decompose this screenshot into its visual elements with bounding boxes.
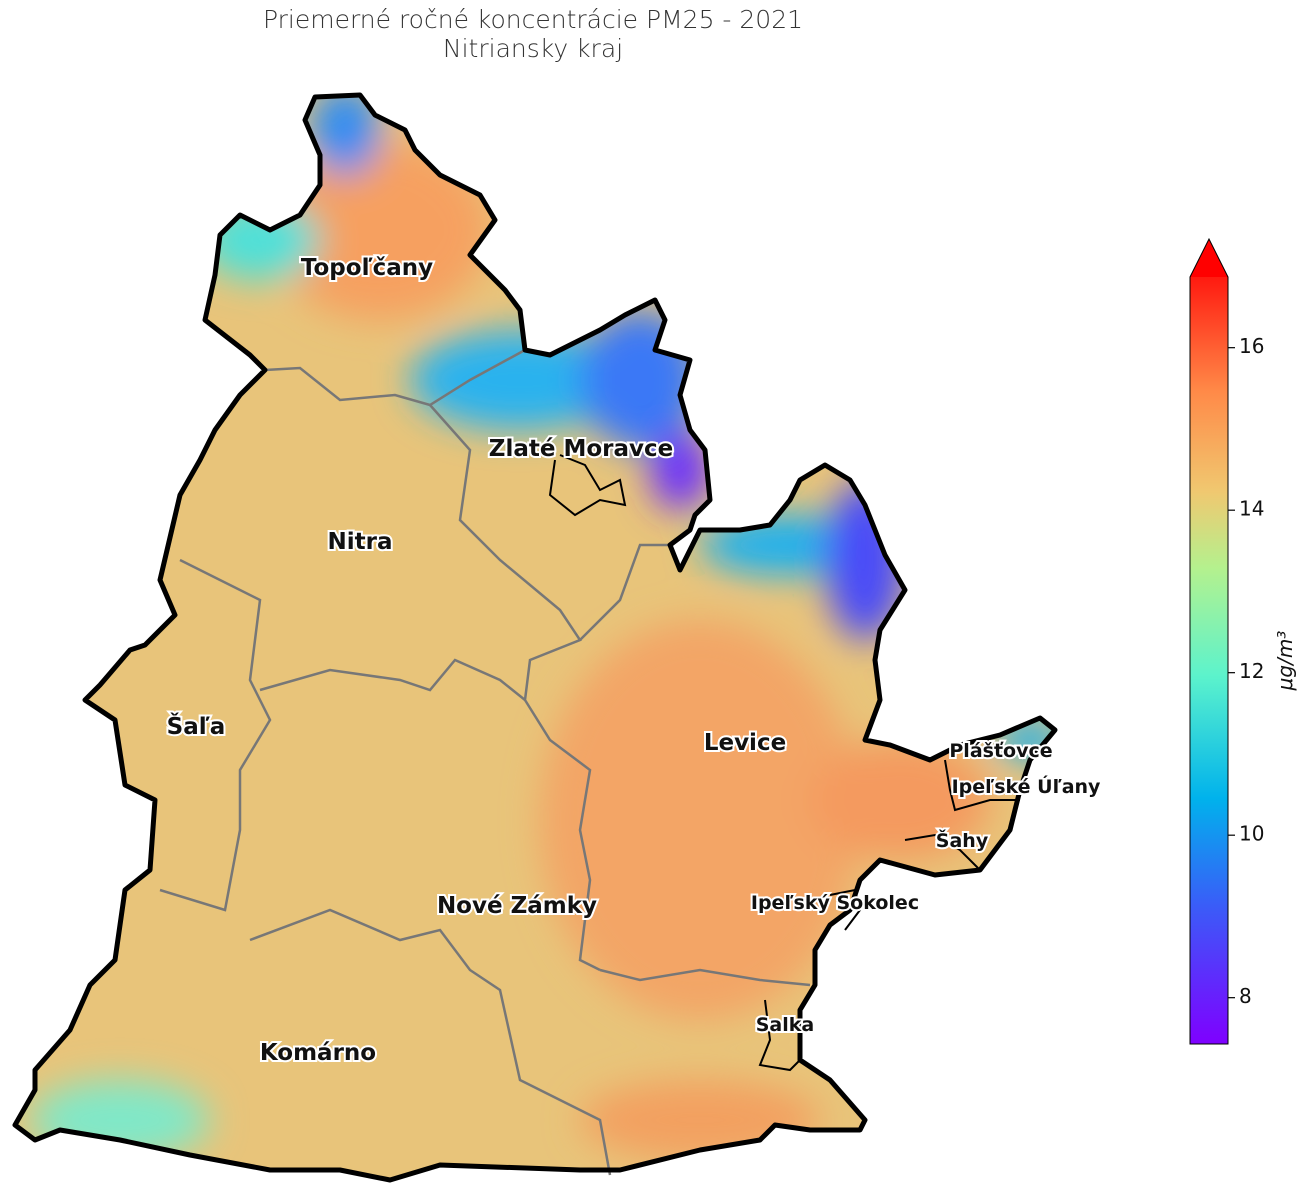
colorbar-body [1190,277,1228,1044]
colorbar-tick-label: 12 [1239,659,1264,683]
place-label: Zlaté Moravce [489,436,673,462]
place-label: Levice [704,730,786,756]
labels: Topoľčany Zlaté Moravce Nitra Šaľa Levice Nov… [165,253,1103,1068]
place-label: Nitra [328,529,393,555]
title-line: Nitriansky kraj [443,34,623,63]
place-label: Ipeľský Sokolec [751,892,919,914]
colorbar-tick-label: 16 [1239,334,1264,358]
place-label: Topoľčany [301,255,433,281]
concentration-field [15,95,1055,1180]
colorbar-tick-label: 8 [1239,984,1252,1008]
place-label: Komárno [260,1040,376,1066]
colorbar-label: μg/m³ [1273,631,1297,692]
place-label: Šaľa [167,712,226,740]
district-borders [159,348,811,1176]
place-label: Šahy [936,828,989,852]
colorbar-tick-label: 10 [1239,822,1264,846]
place-label: Salka [756,1014,814,1036]
place-label: Nové Zámky [437,893,597,919]
place-label: Ipeľské Úľany [952,774,1101,798]
colorbar-tick-label: 14 [1239,497,1264,521]
colorbar-extend [1190,239,1228,277]
colorbar-frame [1189,237,1229,1045]
town-borders [548,454,1020,1072]
colorbar: 8 10 12 14 16 μg/m³ [1189,237,1297,1045]
title-line: Priemerné ročné koncentrácie PM25 - 2021 [263,5,803,34]
place-label: Plášťovce [949,740,1052,762]
